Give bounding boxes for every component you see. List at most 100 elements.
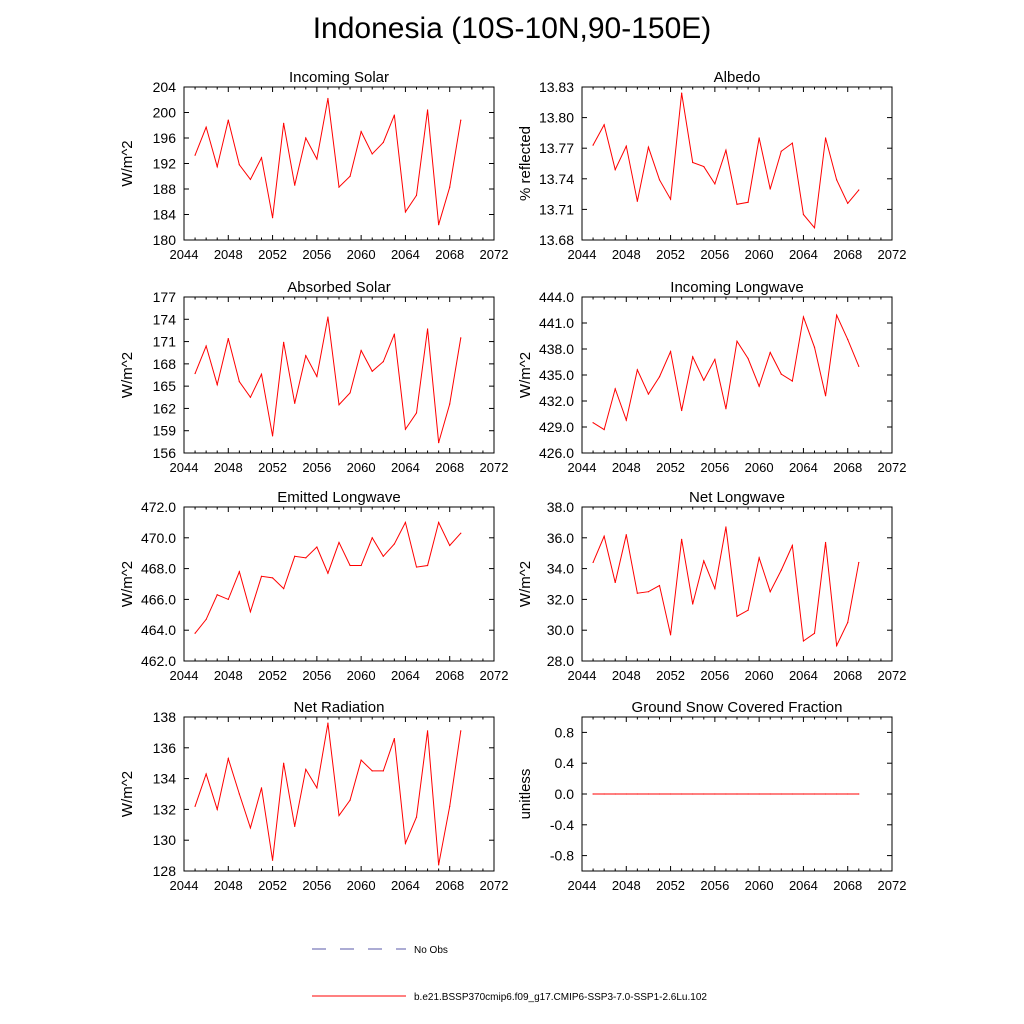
data-point — [360, 131, 362, 133]
data-point — [283, 762, 285, 764]
data-point — [747, 793, 749, 795]
series-line — [194, 316, 462, 443]
data-point — [426, 328, 429, 330]
plot-frame — [183, 506, 495, 662]
data-point — [227, 119, 229, 121]
data-point — [714, 183, 716, 185]
data-point — [338, 541, 340, 544]
x-tick-label: 2060 — [347, 668, 376, 683]
data-point — [736, 615, 738, 617]
data-point — [681, 538, 683, 540]
y-tick-label: 128 — [153, 863, 177, 879]
y-tick-label: 200 — [153, 105, 177, 121]
x-tick-label: 2068 — [833, 668, 862, 683]
data-point — [349, 564, 351, 567]
x-tick-label: 2048 — [214, 247, 243, 262]
y-tick-label: 171 — [153, 334, 177, 350]
data-point — [449, 186, 451, 188]
y-tick-label: 36.0 — [547, 530, 574, 546]
y-tick-label: 13.71 — [539, 201, 574, 217]
x-tick-label: 2044 — [170, 668, 199, 683]
data-point — [703, 165, 705, 168]
x-tick-label: 2048 — [612, 460, 641, 475]
data-point — [625, 534, 627, 536]
panel-title: Ground Snow Covered Fraction — [632, 699, 843, 716]
data-point — [858, 561, 860, 564]
data-point — [802, 316, 805, 318]
data-point — [636, 369, 638, 371]
x-tick-label: 2044 — [170, 247, 199, 262]
data-point — [658, 584, 661, 587]
data-point — [736, 203, 738, 205]
data-point — [371, 770, 373, 772]
x-tick-label: 2068 — [833, 247, 862, 262]
y-tick-label: 13.80 — [539, 110, 574, 126]
data-point — [714, 588, 716, 590]
data-point — [349, 392, 351, 394]
data-point — [769, 793, 771, 795]
y-tick-label: 132 — [153, 801, 177, 817]
panel-title: Incoming Solar — [289, 69, 389, 86]
x-tick-label: 2056 — [700, 460, 729, 475]
data-point — [780, 150, 782, 152]
data-point — [216, 594, 218, 596]
data-point — [316, 375, 318, 378]
y-tick-label: 470.0 — [141, 530, 176, 546]
data-point — [603, 124, 605, 126]
y-tick-label: 0.4 — [555, 755, 575, 771]
data-point — [669, 198, 672, 200]
data-point — [426, 109, 429, 111]
data-point — [382, 361, 384, 363]
plot-frame — [183, 296, 495, 454]
x-tick-label: 2068 — [435, 247, 464, 262]
y-tick-label: 438.0 — [539, 341, 574, 357]
y-tick-label: 28.0 — [547, 653, 574, 669]
data-point — [249, 827, 252, 829]
data-point — [260, 373, 263, 375]
data-point — [758, 557, 760, 559]
data-point — [205, 126, 207, 128]
x-tick-label: 2064 — [391, 247, 420, 262]
data-point — [371, 370, 373, 372]
x-tick-label: 2072 — [878, 460, 907, 475]
y-tick-label: 136 — [153, 740, 177, 756]
data-point — [360, 759, 362, 761]
data-point — [426, 564, 429, 567]
data-point — [327, 97, 329, 100]
y-tick-label: 13.68 — [539, 232, 574, 248]
data-point — [205, 773, 207, 775]
x-tick-label: 2048 — [612, 247, 641, 262]
y-tick-label: 180 — [153, 232, 177, 248]
panel-title: Albedo — [714, 69, 761, 86]
data-point — [249, 611, 252, 613]
data-point — [227, 598, 229, 601]
x-tick-label: 2060 — [347, 460, 376, 475]
data-point — [194, 805, 196, 807]
data-point — [669, 793, 672, 795]
data-point — [260, 787, 263, 789]
data-point — [460, 119, 462, 121]
y-axis-label: W/m^2 — [119, 140, 136, 186]
y-tick-label: 468.0 — [141, 561, 176, 577]
data-point — [205, 345, 207, 347]
data-point — [249, 178, 252, 181]
x-tick-label: 2048 — [214, 878, 243, 893]
data-point — [260, 157, 263, 159]
data-point — [449, 403, 451, 405]
data-point — [813, 346, 816, 348]
panel-1: Albedo % reflected 2044 2048 2052 2056 2060 206… — [517, 69, 906, 262]
data-point — [614, 581, 616, 584]
data-point — [780, 793, 782, 795]
data-point — [603, 429, 605, 431]
x-tick-label: 2060 — [347, 247, 376, 262]
legend: No Obs b.e21.BSSP370cmip6.f09_g17.CMIP6-… — [312, 945, 707, 1003]
y-tick-label: 435.0 — [539, 367, 574, 383]
x-tick-label: 2064 — [391, 460, 420, 475]
data-point — [382, 141, 384, 144]
data-point — [647, 591, 650, 593]
data-point — [669, 634, 672, 636]
panel-5: Net Longwave W/m^2 2044 2048 2052 2056 2060 206… — [517, 489, 906, 683]
data-point — [725, 408, 727, 410]
data-point — [338, 814, 340, 817]
